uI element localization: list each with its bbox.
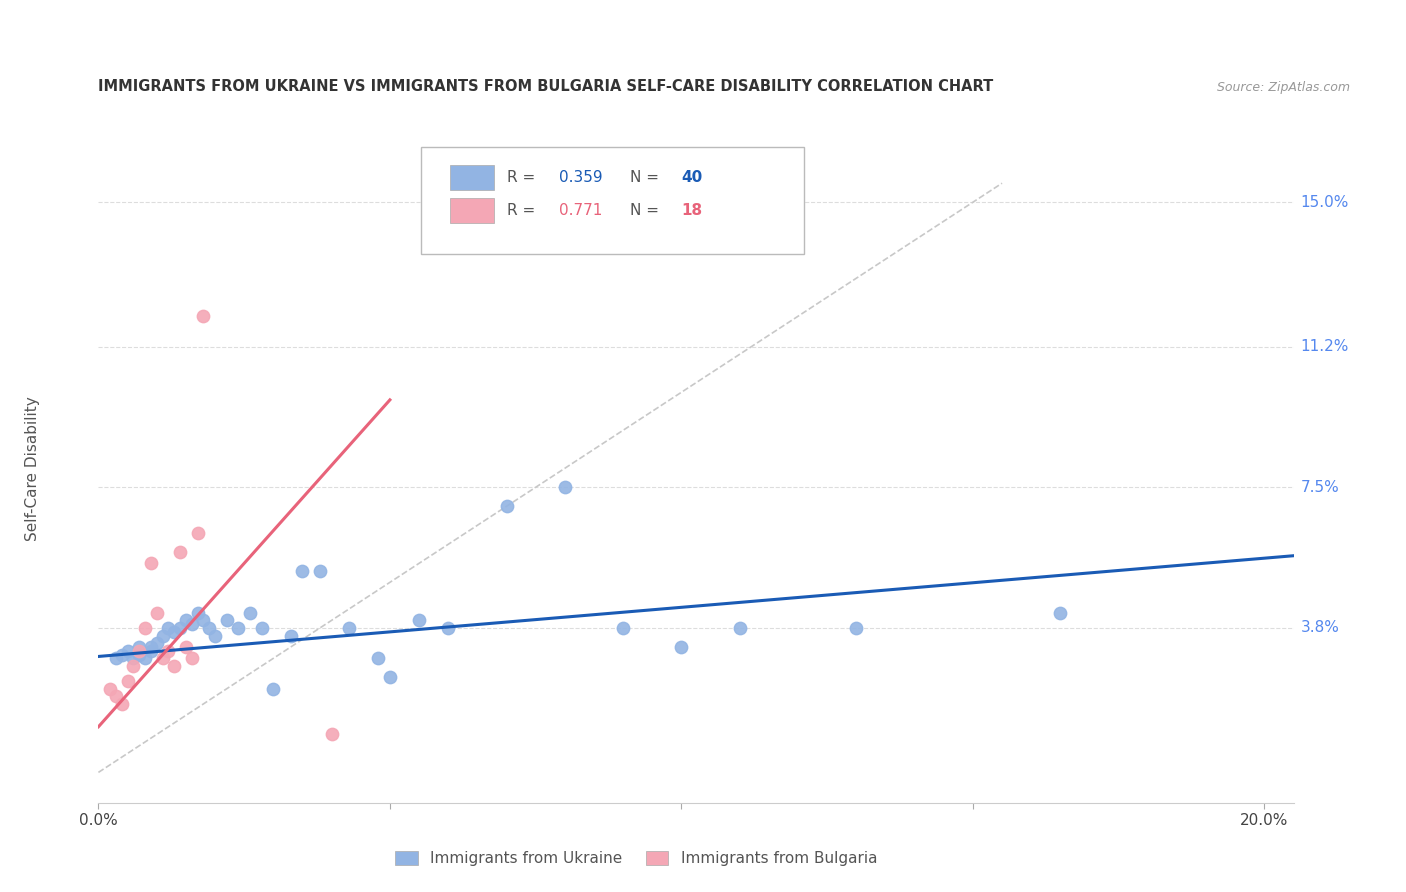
Point	[239, 606, 262, 620]
Point	[204, 628, 226, 642]
Point	[128, 644, 150, 658]
Point	[134, 621, 156, 635]
Point	[128, 640, 150, 654]
Point	[128, 648, 150, 662]
Text: R =: R =	[508, 169, 540, 185]
Point	[139, 557, 162, 571]
Point	[495, 500, 517, 514]
Point	[378, 670, 401, 684]
Point	[845, 621, 868, 635]
FancyBboxPatch shape	[450, 165, 494, 190]
Point	[152, 628, 174, 642]
Point	[117, 674, 139, 689]
FancyBboxPatch shape	[450, 198, 494, 224]
Point	[174, 613, 197, 627]
Point	[186, 525, 208, 540]
Text: 3.8%: 3.8%	[1301, 621, 1340, 635]
Text: N =: N =	[630, 169, 664, 185]
Point	[437, 621, 460, 635]
Point	[728, 621, 751, 635]
Point	[104, 690, 127, 704]
Point	[145, 606, 167, 620]
Point	[612, 621, 634, 635]
Point	[157, 621, 180, 635]
Point	[228, 621, 250, 635]
Point	[104, 651, 127, 665]
Point	[321, 727, 343, 741]
Point	[169, 621, 191, 635]
Point	[180, 617, 202, 632]
Point	[215, 613, 238, 627]
Text: R =: R =	[508, 203, 540, 219]
Point	[180, 651, 202, 665]
Text: N =: N =	[630, 203, 664, 219]
Point	[193, 310, 215, 324]
Point	[134, 651, 156, 665]
Text: 18: 18	[682, 203, 703, 219]
Point	[174, 640, 197, 654]
Point	[250, 621, 273, 635]
Point	[408, 613, 430, 627]
Point	[163, 659, 186, 673]
Text: Self-Care Disability: Self-Care Disability	[25, 396, 41, 541]
Point	[291, 564, 314, 578]
Point	[186, 606, 208, 620]
Point	[671, 640, 693, 654]
Point	[367, 651, 389, 665]
Point	[111, 697, 134, 711]
Point	[309, 564, 332, 578]
Point	[157, 644, 180, 658]
Point	[122, 659, 145, 673]
Point	[139, 644, 162, 658]
FancyBboxPatch shape	[422, 147, 804, 254]
Point	[337, 621, 360, 635]
Text: IMMIGRANTS FROM UKRAINE VS IMMIGRANTS FROM BULGARIA SELF-CARE DISABILITY CORRELA: IMMIGRANTS FROM UKRAINE VS IMMIGRANTS FR…	[98, 78, 994, 94]
Text: 7.5%: 7.5%	[1301, 480, 1339, 495]
Legend: Immigrants from Ukraine, Immigrants from Bulgaria: Immigrants from Ukraine, Immigrants from…	[389, 845, 883, 872]
Point	[554, 480, 576, 494]
Point	[198, 621, 221, 635]
Point	[152, 651, 174, 665]
Point	[1049, 606, 1071, 620]
Point	[122, 651, 145, 665]
Text: 15.0%: 15.0%	[1301, 194, 1348, 210]
Text: 0.359: 0.359	[558, 169, 602, 185]
Text: 40: 40	[682, 169, 703, 185]
Point	[117, 644, 139, 658]
Point	[280, 628, 302, 642]
Point	[145, 636, 167, 650]
Point	[193, 613, 215, 627]
Point	[262, 681, 284, 696]
Point	[98, 681, 121, 696]
Text: Source: ZipAtlas.com: Source: ZipAtlas.com	[1216, 80, 1350, 94]
Point	[163, 624, 186, 639]
Point	[139, 640, 162, 654]
Point	[169, 545, 191, 559]
Text: 0.771: 0.771	[558, 203, 602, 219]
Text: 11.2%: 11.2%	[1301, 339, 1348, 354]
Point	[111, 648, 134, 662]
